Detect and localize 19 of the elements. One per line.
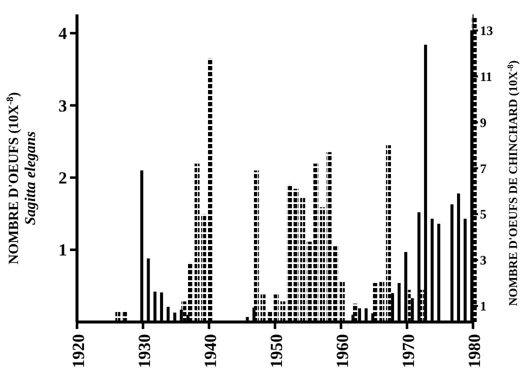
y2-tick-label: 11 bbox=[480, 68, 492, 84]
x-tick-label: 1950 bbox=[267, 334, 286, 368]
x-tick-label: 1940 bbox=[201, 334, 220, 368]
text: Sagitta elegans bbox=[23, 131, 39, 226]
x-tick-label: 1970 bbox=[399, 334, 418, 368]
y2-tick-label: 9 bbox=[480, 114, 487, 130]
x-tick-label: 1920 bbox=[69, 334, 88, 368]
y2-tick-label: 3 bbox=[480, 252, 487, 268]
y2-tick-label: 13 bbox=[480, 23, 494, 38]
y-tick-label: 3 bbox=[58, 96, 67, 116]
y2-tick-label: 1 bbox=[480, 298, 486, 314]
x-tick-label: 1960 bbox=[333, 334, 352, 368]
y-tick-label: 1 bbox=[58, 240, 67, 260]
y2-tick-label: 5 bbox=[480, 206, 487, 222]
x-tick-label: 1980 bbox=[465, 334, 484, 368]
y-tick-label: 4 bbox=[58, 24, 68, 44]
y2-tick-label: 7 bbox=[480, 160, 487, 176]
y-tick-label: 2 bbox=[58, 168, 67, 188]
x-tick-label: 1930 bbox=[135, 334, 154, 368]
